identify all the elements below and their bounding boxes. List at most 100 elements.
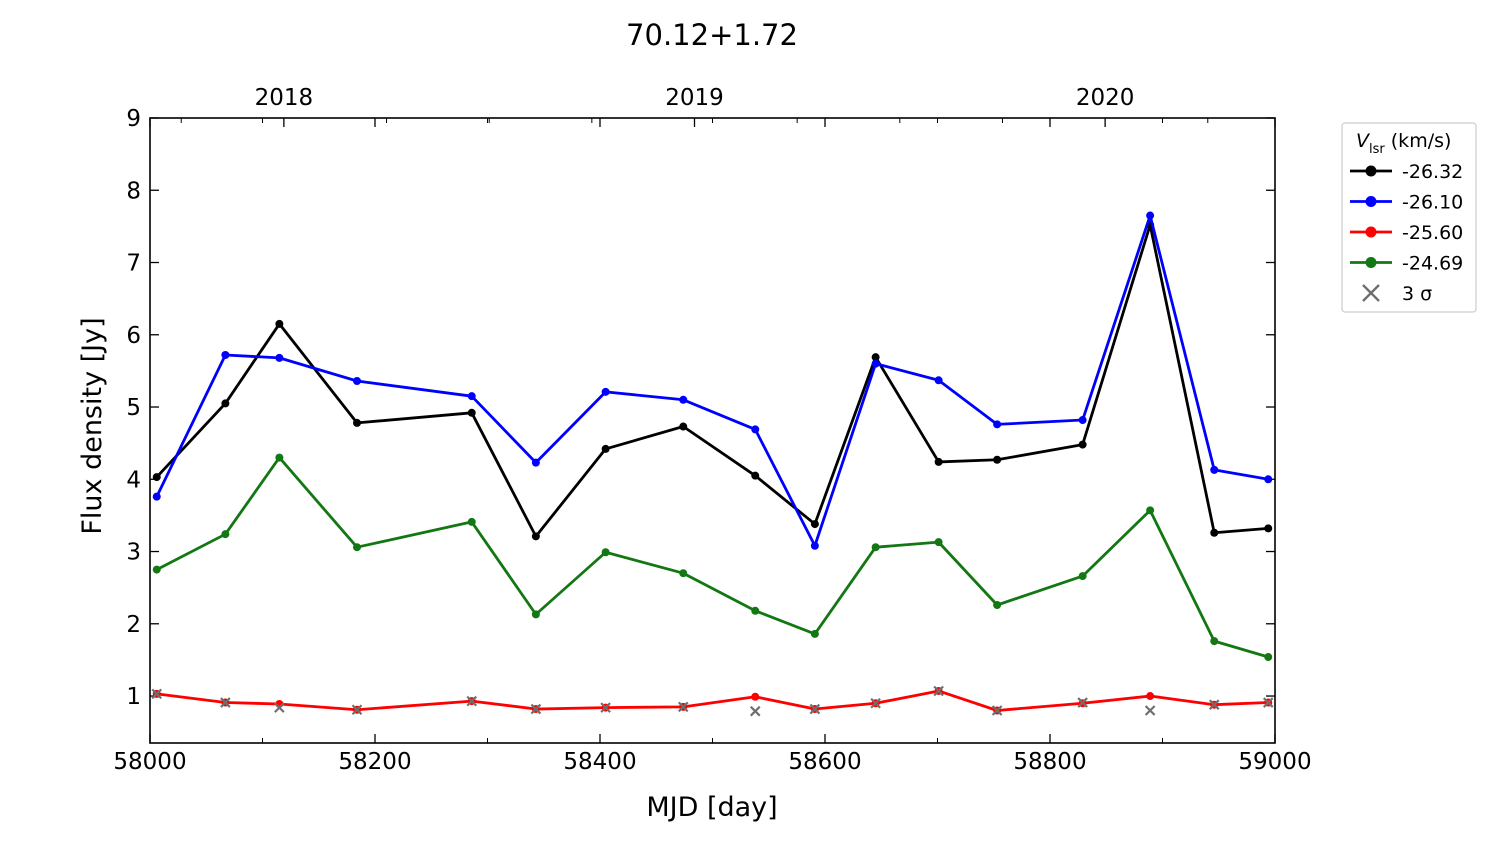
legend-entry-sigma: 3 σ	[1362, 283, 1432, 305]
data-point	[871, 353, 880, 362]
legend-title-unit: (km/s)	[1385, 130, 1452, 152]
data-point	[810, 629, 819, 638]
plot-frame	[149, 117, 1276, 744]
data-point	[751, 692, 760, 701]
data-point	[679, 569, 688, 578]
data-point	[871, 543, 880, 552]
legend-swatch-marker	[1365, 165, 1377, 177]
tick-labels: 58000 58200 58400 58600 58800 59000 1 2 3 4 5 6 7 8 9 2…	[113, 85, 1311, 775]
data-point	[1264, 653, 1273, 662]
legend-swatch-marker	[1365, 226, 1377, 238]
data-point	[934, 538, 943, 547]
x-tick-label: 59000	[1238, 749, 1311, 775]
sigma-marker	[1262, 697, 1274, 708]
data-point	[1146, 211, 1155, 220]
legend-label: -24.69	[1402, 253, 1463, 275]
legend-entry: -25.60	[1350, 222, 1463, 244]
data-point	[1078, 416, 1087, 425]
sigma-marker	[1208, 699, 1220, 710]
data-point	[221, 399, 230, 408]
legend-entry: -26.10	[1350, 192, 1463, 214]
data-point	[993, 420, 1002, 429]
legend-entry: -26.32	[1350, 161, 1463, 183]
data-point	[751, 606, 760, 615]
year-label: 2018	[255, 85, 314, 111]
data-point	[993, 455, 1002, 464]
legend-label: -26.10	[1402, 192, 1463, 214]
data-point	[993, 600, 1002, 609]
data-point	[1146, 506, 1155, 515]
data-point	[1146, 692, 1155, 701]
y-tick-label: 6	[126, 323, 141, 349]
x-tick-label: 58600	[788, 749, 861, 775]
sigma-marker	[933, 685, 944, 697]
data-point	[601, 548, 610, 557]
data-point	[152, 473, 161, 482]
sigma-marker	[677, 701, 689, 713]
data-point	[601, 387, 610, 396]
year-label: 2020	[1076, 85, 1135, 111]
data-point	[221, 350, 230, 359]
y-tick-label: 7	[126, 251, 141, 277]
series-line	[156, 689, 1269, 712]
data-point	[275, 453, 284, 462]
data-point	[1078, 440, 1087, 449]
series-line	[155, 223, 1269, 538]
legend: Vlsr (km/s) -26.32 -26.10 -25.60 -24.69 3 σ	[1341, 122, 1477, 313]
legend-title-var: V	[1356, 130, 1371, 152]
legend-entry: -24.69	[1350, 253, 1463, 275]
data-point	[601, 444, 610, 453]
sigma-marker	[220, 697, 231, 708]
data-point	[934, 376, 943, 385]
sigma-marker	[991, 705, 1003, 716]
data-point	[1264, 475, 1273, 484]
sigma-marker	[1077, 697, 1088, 708]
data-point	[353, 543, 361, 552]
sigma-marker	[870, 697, 881, 709]
sigma-marker	[351, 704, 363, 716]
legend-label: -25.60	[1402, 222, 1463, 244]
data-point	[152, 565, 161, 574]
legend-label: -26.32	[1402, 161, 1463, 183]
legend-swatch-marker	[1365, 196, 1377, 207]
axis-ticks	[149, 117, 1276, 743]
data-point	[275, 319, 284, 328]
data-point	[221, 530, 230, 539]
legend-sigma-marker	[1362, 284, 1380, 302]
data-point	[810, 520, 819, 529]
data-point	[1210, 637, 1219, 646]
legend-sigma-label: 3 σ	[1402, 283, 1432, 305]
x-tick-label: 58000	[113, 749, 186, 775]
data-point	[679, 395, 688, 404]
data-point	[1210, 465, 1219, 474]
data-point	[531, 532, 540, 541]
sigma-marker	[809, 703, 821, 715]
data-point	[810, 541, 819, 550]
data-point	[1264, 524, 1273, 533]
data-point	[275, 353, 284, 362]
y-tick-label: 5	[126, 395, 141, 421]
data-point	[751, 471, 760, 480]
legend-swatch-marker	[1365, 257, 1377, 268]
y-tick-label: 3	[126, 540, 141, 566]
sigma-marker	[151, 688, 163, 700]
sigma-marker	[530, 703, 542, 715]
data-point	[467, 408, 476, 417]
y-tick-label: 4	[126, 467, 141, 493]
data-point	[531, 458, 540, 467]
sigma-marker	[600, 702, 611, 713]
x-tick-label: 58200	[338, 749, 411, 775]
data-point	[353, 377, 361, 386]
data-point	[152, 492, 161, 501]
x-axis-label: MJD [day]	[646, 792, 777, 823]
sigma-marker	[466, 695, 478, 707]
data-point	[751, 425, 760, 434]
series-layer	[151, 211, 1274, 717]
sigma-marker	[274, 702, 285, 713]
sigma-marker	[1144, 705, 1156, 716]
data-point	[1078, 572, 1087, 581]
data-point	[1210, 528, 1219, 537]
y-tick-label: 9	[126, 106, 141, 132]
chart-title: 70.12+1.72	[626, 18, 798, 52]
